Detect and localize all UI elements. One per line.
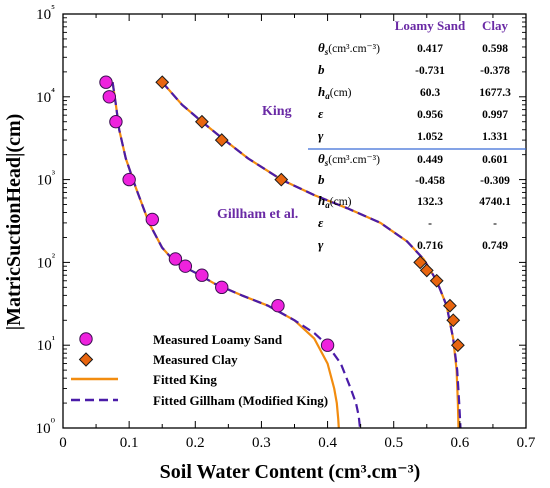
king-param-value: 1677.3 — [479, 87, 511, 99]
y-tick-label: 10⁴ — [36, 86, 55, 106]
gillham-param-value: -0.309 — [480, 175, 510, 187]
legend-label: Fitted King — [153, 372, 217, 387]
legend-label: Measured Loamy Sand — [153, 332, 283, 347]
circle-marker-icon — [79, 332, 93, 346]
king-param-row-label: θs (cm³.cm⁻³) — [318, 40, 380, 57]
annotation-king: King — [262, 104, 292, 119]
clay-point — [214, 133, 229, 148]
king-param-value: 0.956 — [417, 109, 443, 121]
king-param-value: 60.3 — [420, 87, 440, 99]
legend-label: Fitted Gillham (Modified King) — [153, 393, 328, 408]
king-param-value: -0.731 — [415, 65, 445, 77]
gillham-param-value: - — [428, 218, 432, 230]
loamy-sand-point — [320, 338, 335, 352]
king-param-row-label: b — [318, 62, 325, 77]
clay-point — [446, 313, 461, 328]
loamy-sand-point — [99, 75, 113, 89]
gillham-param-row-label: b — [318, 172, 325, 187]
loamy-sand-point — [271, 298, 285, 313]
gillham-param-value: 4740.1 — [479, 196, 511, 208]
loamy-sand-point — [215, 280, 229, 295]
loamy-sand-point — [145, 212, 159, 227]
loamy-sand-point — [109, 115, 123, 129]
gillham-param-row-label: ha (cm) — [318, 193, 352, 210]
y-tick-label: 10² — [37, 251, 56, 271]
annotations-layer: King Gillham et al. — [217, 104, 298, 222]
king-param-row-label: ha (cm) — [318, 84, 352, 101]
x-tick-label: 0.4 — [318, 435, 337, 451]
measured-markers-layer — [99, 75, 465, 353]
axes-layer: 0 0.1 0.2 0.3 0.4 0.5 0.6 0.7 10⁰ 10¹ 10² 10³ 10⁴ 10⁵ — [36, 3, 536, 451]
clay-point — [429, 273, 444, 288]
x-tick-label: 0.3 — [252, 435, 271, 451]
loamy-sand-point — [178, 259, 193, 273]
clay-point — [413, 255, 428, 270]
y-tick-label: 10³ — [37, 169, 56, 189]
gillham-param-value: 0.601 — [482, 154, 508, 166]
clay-point — [274, 172, 289, 187]
annotation-gillham: Gillham et al. — [217, 207, 298, 222]
gillham-param-value: 132.3 — [417, 196, 443, 208]
king-param-row-label: γ — [318, 128, 324, 143]
king-param-value: 0.997 — [482, 109, 508, 121]
loamy-sand-point — [102, 90, 117, 104]
x-tick-label: 0.6 — [450, 435, 469, 451]
fitted-curves-layer — [111, 81, 462, 429]
loamy-sand-point — [195, 268, 209, 282]
king-param-value: 0.417 — [417, 43, 443, 55]
gillham-param-value: - — [493, 218, 497, 230]
gillham-param-value: 0.449 — [417, 154, 443, 166]
gillham-param-row-label: γ — [318, 237, 324, 252]
loamy-sand-point — [122, 172, 136, 187]
y-tick-label: 10¹ — [37, 334, 55, 354]
clay-point — [419, 263, 434, 278]
gillham-param-value: 0.749 — [482, 240, 508, 252]
y-axis-title: |MatricSuctionHead|(cm) — [3, 114, 25, 331]
clay-point — [194, 114, 209, 129]
x-axis-title: Soil Water Content (cm³.cm⁻³) — [160, 461, 421, 483]
clay-point — [450, 338, 465, 353]
x-tick-label: 0.2 — [186, 435, 205, 451]
legend: Measured Loamy Sand Measured Clay Fitted K… — [71, 332, 328, 408]
fitted-gillham-curve — [111, 82, 362, 429]
king-param-value: 1.052 — [417, 131, 443, 143]
diamond-marker-icon — [78, 352, 94, 367]
legend-label: Measured Clay — [153, 352, 238, 367]
gillham-param-row-label: ε — [318, 215, 324, 230]
fitted-king-curve — [111, 82, 340, 429]
gillham-param-value: -0.458 — [415, 175, 445, 187]
gillham-param-value: 0.716 — [417, 240, 443, 252]
king-param-row-label: ε — [318, 106, 324, 121]
x-tick-label: 0.1 — [120, 435, 139, 451]
gillham-param-row-label: θs (cm³.cm⁻³) — [318, 151, 380, 168]
x-tick-label: 0.5 — [384, 435, 403, 451]
clay-point — [155, 75, 170, 90]
y-tick-label: 10⁰ — [36, 417, 56, 437]
loamy-sand-point — [168, 252, 183, 266]
table-header-clay: Clay — [482, 18, 509, 33]
y-tick-label: 10⁵ — [36, 3, 55, 23]
king-param-value: 0.598 — [482, 43, 508, 55]
fitted-gillham-curve — [161, 81, 462, 429]
x-tick-label: 0 — [59, 435, 67, 451]
king-param-value: -0.378 — [480, 65, 510, 77]
clay-point — [443, 298, 457, 313]
king-param-value: 1.331 — [482, 131, 508, 143]
table-header-loamy-sand: Loamy Sand — [395, 18, 466, 33]
x-tick-label: 0.7 — [517, 435, 536, 451]
